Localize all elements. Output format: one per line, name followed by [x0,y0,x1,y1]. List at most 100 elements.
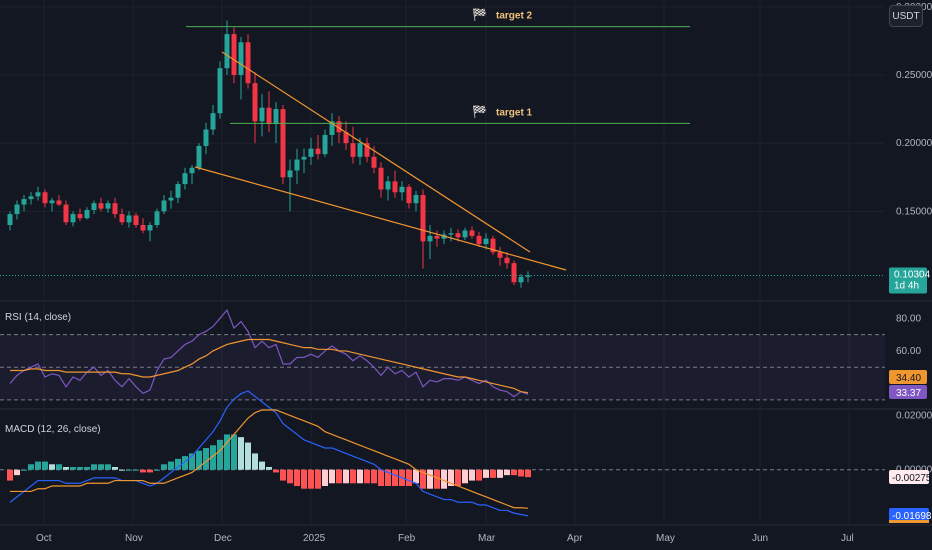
macd-histogram-bar [168,461,174,470]
candle-body [476,235,482,245]
macd-histogram-bar [63,467,69,470]
time-axis-label: 2025 [303,533,326,544]
macd-histogram-bar [126,469,132,471]
macd-histogram-bar [147,469,153,473]
unit-button[interactable]: USDT [889,5,923,27]
macd-histogram-bar [350,469,356,484]
candle-body [455,233,461,238]
candle-body [518,276,524,283]
macd-histogram-bar [371,469,377,484]
macd-histogram-bar [84,467,90,470]
macd-histogram-bar [441,469,447,489]
rsi-line [9,309,529,398]
macd-histogram-bar [364,469,370,484]
candle-body [70,214,76,223]
macd-histogram-bar [175,458,181,470]
rsi-value-badge [889,385,927,399]
macd-value: -0.01698 [892,511,932,522]
candle-body [392,181,398,193]
candle-body [343,132,349,144]
macd-histogram-bar [70,467,76,470]
macd-histogram-bar [322,469,328,486]
candle-body [490,238,496,253]
macd-histogram-bar [420,469,426,489]
macd-histogram-bar [329,469,335,484]
time-axis-label: Mar [478,533,496,544]
candle-body [84,210,90,219]
macd-histogram-bar [217,439,223,470]
macd-histogram-bar [91,464,97,470]
time-axis-label: May [656,533,675,544]
macd-histogram-bar [343,469,349,484]
macd-line [9,390,529,517]
macd-histogram-bar [245,442,251,470]
candle-body [119,214,125,223]
candle-body [175,184,181,198]
price-tick-label: 0.25000 [896,70,932,81]
candle-body [21,199,27,205]
macd-histogram-bar [238,437,244,470]
rsi-tick-label: 60.00 [896,346,921,357]
macd-histogram-bar [273,469,279,473]
macd-histogram-bar [189,453,195,470]
macd-histogram-bar [427,469,433,489]
candle-body [525,275,531,277]
candle-body [406,186,412,204]
price-pane[interactable]: 🏁 target 2 🏁 target 1 [0,8,885,288]
candle-body [224,34,230,69]
candle-body [196,145,202,168]
macd-title: MACD (12, 26, close) [5,424,101,435]
candle-body [182,173,188,185]
time-axis-label: Jul [841,533,854,544]
macd-histogram-bar [49,464,55,470]
macd-histogram-bar [154,469,160,471]
macd-histogram-bar [259,461,265,470]
candle-body [252,83,258,122]
candle-body [301,156,307,160]
time-axis-label: Feb [398,533,416,544]
macd-histogram-bar [280,469,286,481]
macd-histogram-bar [301,469,307,489]
macd-histogram-bar [182,456,188,470]
time-axis-label: Dec [214,533,232,544]
candle-body [217,68,223,114]
candle-body [133,215,139,225]
candle-body [378,167,384,190]
macd-pane[interactable]: MACD (12, 26, close) [0,390,885,517]
macd-hist-badge [889,470,929,484]
candle-body [203,129,209,146]
candle-body [371,156,377,168]
rsi-value: 33.37 [896,388,921,399]
macd-histogram-bar [336,469,342,484]
macd-histogram-bar [378,469,384,486]
candle-body [154,211,160,225]
candle-body [28,196,34,200]
macd-histogram-bar [224,434,230,470]
candle-body [35,192,41,197]
candle-body [189,167,195,174]
flag-icon: 🏁 [472,8,487,22]
candle-body [420,195,426,242]
last-price-badge [889,267,927,294]
rsi-title: RSI (14, close) [5,312,71,323]
rsi-ma-badge [889,370,927,384]
candle-body [210,113,216,130]
time-axis-label: Jun [752,533,768,544]
candle-body [511,263,517,283]
macd-histogram-bar [133,469,139,471]
candle-body [329,121,335,135]
macd-histogram-bar [252,453,258,470]
macd-histogram-bar [287,469,293,484]
macd-histogram-bar [98,464,104,470]
macd-histogram-bar [490,469,496,478]
candle-body [413,195,419,204]
macd-histogram-bar [119,469,125,471]
last-price-value: 0.10304 [894,269,931,280]
macd-histogram-bar [140,469,146,473]
macd-histogram-bar [42,461,48,470]
rsi-pane[interactable]: RSI (14, close) [0,309,885,401]
macd-histogram-bar [462,469,468,484]
candle-body [91,203,97,210]
